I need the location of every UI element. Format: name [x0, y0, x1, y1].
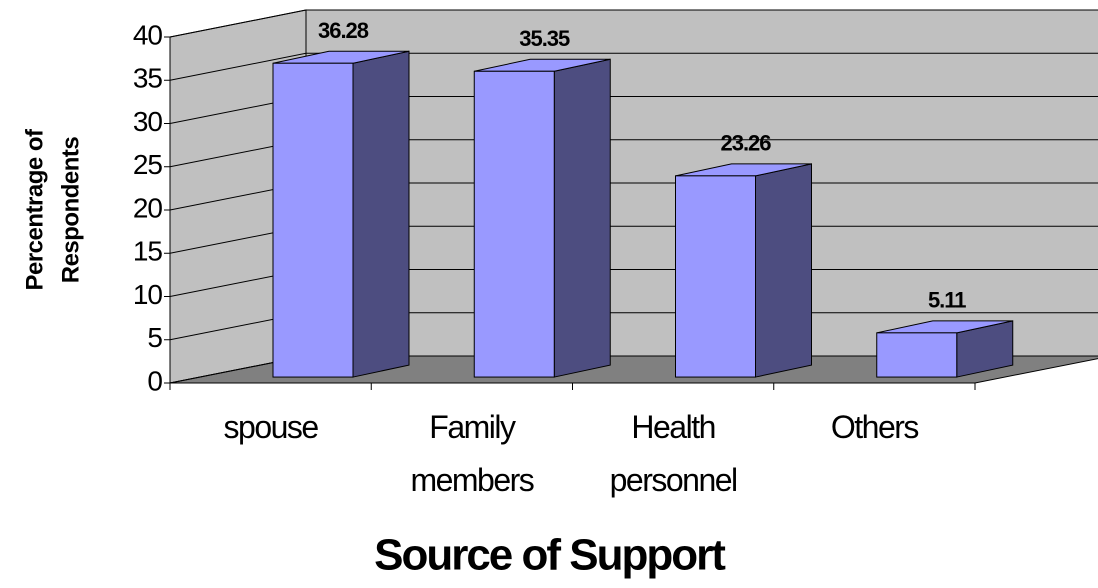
y-tick-label: 15	[133, 236, 163, 267]
labels: 0 5 10 15 20 25 30 35 40 36.28 spouse 35.35 Family me…	[133, 18, 967, 498]
y-tick-label: 10	[133, 279, 163, 310]
bar-front	[272, 62, 354, 378]
bar-side	[755, 163, 812, 378]
y-tick-label: 40	[133, 19, 163, 50]
y-axis-title-line: Percentrage of	[21, 128, 48, 291]
y-tick-label: 30	[133, 106, 163, 137]
value-label: 23.26	[720, 131, 771, 156]
y-axis-title-line: Respondents	[57, 137, 84, 284]
x-tick-label: Others	[831, 409, 919, 445]
bar-front	[473, 70, 555, 378]
y-tick-label: 20	[133, 192, 163, 223]
bar-front	[675, 175, 756, 378]
value-label: 35.35	[519, 26, 570, 51]
y-tick-label: 0	[147, 365, 162, 396]
grid-line	[169, 52, 1098, 81]
bar	[272, 50, 410, 378]
bar-side	[553, 58, 611, 378]
x-tick-label: Health personnel	[610, 409, 737, 498]
grid-line	[169, 9, 1098, 38]
bar	[876, 320, 1014, 378]
y-tick-label: 25	[133, 149, 163, 180]
value-label: 36.28	[318, 18, 369, 43]
bar-front	[876, 332, 958, 378]
x-tick-label: Family members	[410, 409, 533, 498]
bar-side	[352, 50, 410, 378]
y-tick-label: 35	[133, 63, 163, 94]
x-axis-title: Source of Support	[374, 531, 726, 580]
y-tick-label: 5	[147, 322, 162, 353]
value-label: 5.11	[928, 288, 966, 313]
x-tick-label: spouse	[224, 409, 319, 445]
y-axis-title: Percentrage of Respondents	[21, 128, 84, 291]
bar	[675, 163, 812, 378]
bar	[473, 58, 611, 378]
bars	[272, 50, 1014, 378]
